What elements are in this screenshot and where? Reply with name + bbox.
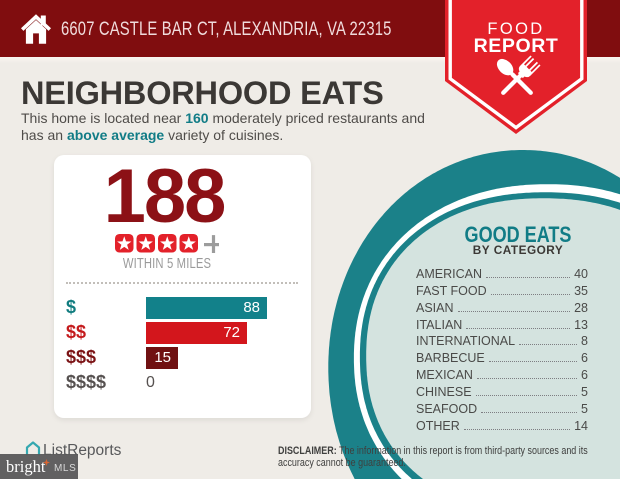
svg-text:FOOD: FOOD [487, 20, 544, 38]
svg-text:REPORT: REPORT [474, 35, 559, 57]
